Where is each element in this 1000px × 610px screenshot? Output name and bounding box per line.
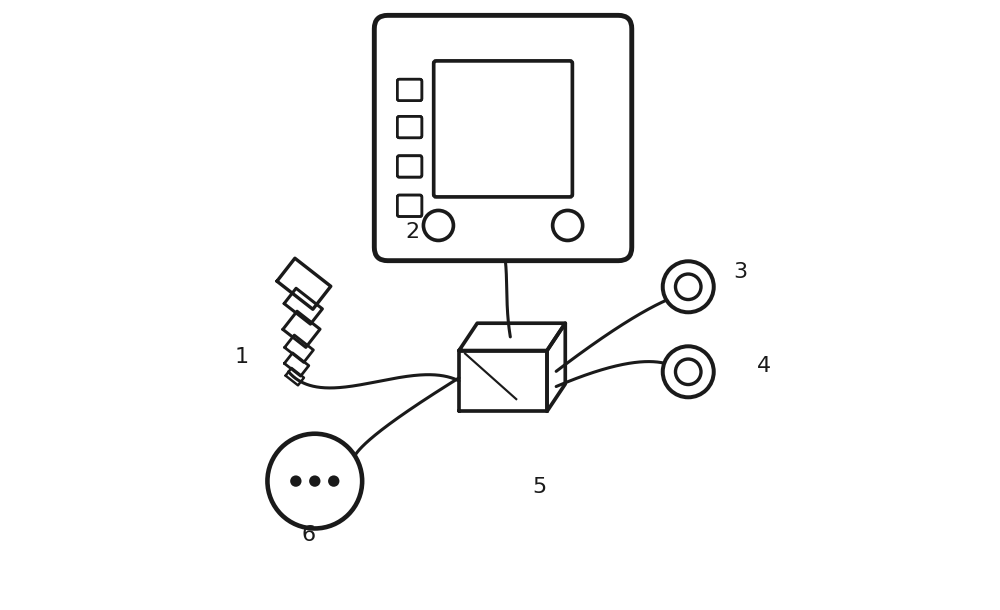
Circle shape bbox=[267, 434, 362, 528]
FancyBboxPatch shape bbox=[397, 117, 422, 138]
Text: 5: 5 bbox=[532, 477, 547, 497]
FancyBboxPatch shape bbox=[434, 61, 572, 197]
FancyBboxPatch shape bbox=[397, 156, 422, 177]
Circle shape bbox=[663, 346, 714, 397]
FancyBboxPatch shape bbox=[397, 79, 422, 101]
Circle shape bbox=[309, 475, 320, 487]
Text: 1: 1 bbox=[235, 346, 249, 367]
Circle shape bbox=[675, 359, 701, 384]
Text: 2: 2 bbox=[405, 222, 419, 242]
Circle shape bbox=[553, 210, 583, 240]
Circle shape bbox=[423, 210, 453, 240]
Circle shape bbox=[328, 475, 339, 487]
FancyBboxPatch shape bbox=[397, 156, 422, 177]
FancyBboxPatch shape bbox=[397, 79, 422, 101]
Text: 6: 6 bbox=[302, 525, 316, 545]
Circle shape bbox=[675, 274, 701, 300]
Circle shape bbox=[290, 475, 302, 487]
FancyBboxPatch shape bbox=[397, 195, 422, 217]
FancyBboxPatch shape bbox=[397, 117, 422, 138]
Text: 4: 4 bbox=[757, 356, 771, 376]
Text: 3: 3 bbox=[733, 262, 747, 282]
FancyBboxPatch shape bbox=[397, 195, 422, 217]
Circle shape bbox=[663, 261, 714, 312]
FancyBboxPatch shape bbox=[374, 15, 632, 260]
